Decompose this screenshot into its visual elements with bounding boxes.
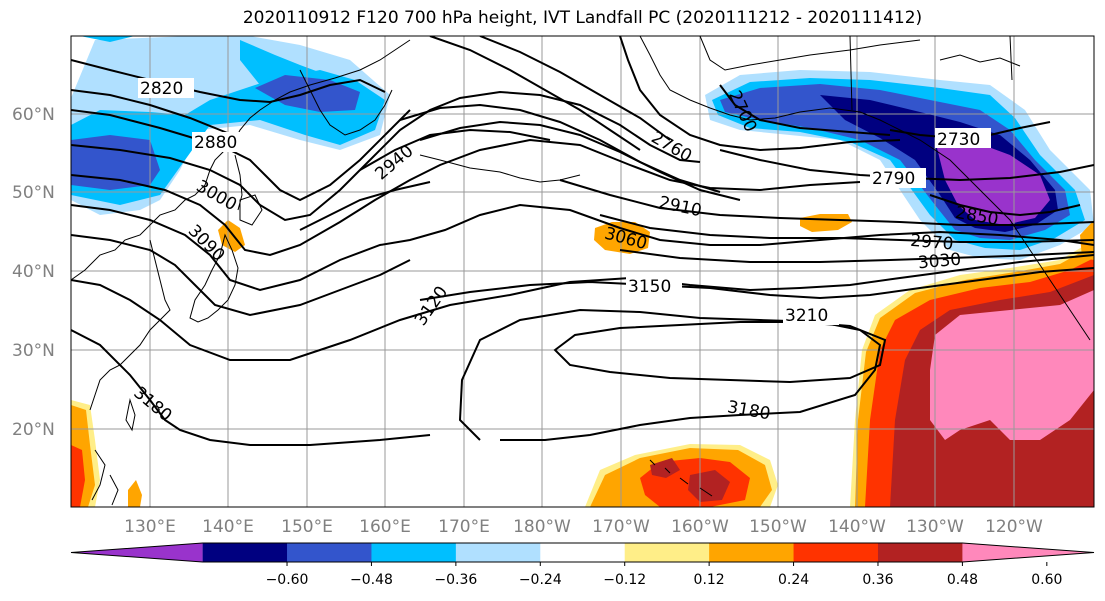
anomaly-fill-darkred-hawaii — [688, 470, 730, 502]
contour-3150 — [419, 267, 1094, 301]
lon-label-160e: 160°E — [359, 517, 411, 537]
map-frame — [70, 35, 1095, 508]
coast-taiwan — [125, 398, 136, 432]
contour-label-2730: 2730 — [937, 130, 980, 150]
lon-label-160w: 160°W — [671, 517, 729, 537]
colorbar-tick-label-9: 0.60 — [1031, 572, 1062, 588]
coastlines — [71, 36, 1091, 506]
contour-extra-5 — [359, 128, 551, 171]
lat-label-20n: 20°N — [12, 420, 55, 440]
lon-label-130w: 130°W — [906, 517, 964, 537]
contour-label-2820: 2820 — [140, 79, 183, 99]
coast-japan — [189, 233, 239, 323]
latitude-labels: 60°N 50°N 40°N 30°N 20°N — [12, 105, 55, 440]
colorbar-swatch-8 — [793, 543, 879, 562]
contour-label-3210: 3210 — [785, 306, 828, 326]
anomaly-fill-royal-northwest — [71, 135, 160, 190]
contour-2820 — [71, 59, 386, 104]
contour-2880 — [71, 109, 411, 202]
anomaly-fill-red-southwest — [71, 445, 85, 507]
coast-philippines — [91, 449, 119, 506]
lon-label-130e: 130°E — [124, 517, 176, 537]
anomaly-fill-cyan-top-mid — [240, 40, 335, 90]
contour-3030 — [619, 249, 1094, 263]
contour-extra-6 — [299, 181, 431, 231]
coast-hokkaido — [239, 194, 263, 226]
colorbar-tick-label-2: −0.36 — [434, 572, 477, 588]
colorbar-tick-label-3: −0.24 — [519, 572, 562, 588]
colorbar: −0.60 −0.48 −0.36 −0.24 −0.12 0.12 0.24 0.36 0.4… — [70, 542, 1095, 588]
coast-asia — [71, 39, 411, 281]
lat-label-30n: 30°N — [12, 341, 55, 361]
coast-hawaii — [649, 459, 713, 497]
coast-canada — [849, 36, 1021, 111]
anomaly-fill-orange-bottomleft-2 — [128, 480, 142, 507]
lon-label-120w: 120°W — [985, 517, 1043, 537]
colorbar-swatch-2 — [287, 543, 372, 562]
colorbar-tick-label-6: 0.24 — [778, 572, 809, 588]
coast-korea — [89, 239, 171, 411]
coast-kamchatka — [299, 69, 393, 136]
coast-alaska-interior — [699, 36, 921, 71]
contour-extra-1 — [429, 36, 641, 151]
colorbar-tick-label-1: −0.48 — [350, 572, 393, 588]
height-contours — [71, 36, 1094, 446]
lat-label-40n: 40°N — [12, 262, 55, 282]
contour-2850 — [929, 194, 1081, 217]
colorbar-swatch-7 — [709, 543, 795, 562]
contour-label-2880: 2880 — [194, 133, 237, 153]
contour-3120 — [71, 254, 1094, 361]
map-layers: 2820 2880 2940 3000 3090 3120 3180 2700 … — [71, 36, 1094, 507]
colorbar-tick-label-7: 0.36 — [862, 572, 893, 588]
anomaly-fill-cyan-top — [80, 36, 135, 42]
lon-label-170w: 170°W — [592, 517, 650, 537]
colorbar-swatch-9 — [877, 543, 963, 562]
anomaly-fill-purple-northeast — [935, 140, 1050, 225]
contour-label-2790: 2790 — [872, 169, 915, 189]
contour-3210 — [553, 321, 887, 384]
lon-label-150w: 150°W — [749, 517, 807, 537]
lon-label-140e: 140°E — [202, 517, 254, 537]
colorbar-swatch-6 — [624, 543, 710, 562]
colorbar-outline — [70, 542, 1095, 563]
longitude-labels: 130°E 140°E 150°E 160°E 170°E 180°W 170°… — [124, 517, 1043, 537]
colorbar-swatch-4 — [455, 543, 541, 562]
contour-3060 — [71, 203, 1094, 292]
contour-label-3030: 3030 — [917, 250, 962, 274]
colorbar-swatch-10 — [962, 543, 1094, 562]
colorbar-tick-label-8: 0.48 — [947, 572, 978, 588]
contour-extra-4 — [419, 120, 741, 201]
contour-2760 — [619, 36, 901, 152]
anomaly-fill-orange-japan — [218, 220, 245, 252]
lon-label-170e: 170°E — [438, 517, 490, 537]
contour-2940 — [71, 90, 701, 222]
lon-label-150e: 150°E — [281, 517, 333, 537]
map-title: 2020110912 F120 700 hPa height, IVT Land… — [242, 8, 923, 28]
colorbar-tick-label-4: −0.12 — [603, 572, 646, 588]
colorbar-swatch-5 — [540, 543, 626, 562]
colorbar-swatch-3 — [371, 543, 457, 562]
lat-label-60n: 60°N — [12, 105, 55, 125]
colorbar-swatch-0 — [71, 543, 203, 562]
contour-label-2970: 2970 — [909, 231, 954, 255]
lat-label-50n: 50°N — [12, 183, 55, 203]
lon-label-180w: 180°W — [513, 517, 571, 537]
colorbar-tick-label-0: −0.60 — [266, 572, 309, 588]
contour-2700 — [719, 84, 891, 136]
contour-2910 — [559, 179, 1094, 226]
contour-3090 — [71, 234, 411, 317]
colorbar-tick-label-5: 0.12 — [694, 572, 725, 588]
anomaly-fill-pink-eastpacific — [930, 290, 1094, 440]
anomaly-fill-orange-midpacific — [594, 222, 650, 254]
contour-2970 — [599, 214, 1094, 243]
contour-label-3150: 3150 — [628, 277, 671, 297]
lon-label-140w: 140°W — [828, 517, 886, 537]
coast-aleutians — [419, 154, 581, 183]
contour-extra-2 — [479, 36, 671, 141]
coast-alaska — [639, 36, 1091, 341]
colorbar-swatch-1 — [202, 543, 288, 562]
contour-inner-northwest — [71, 89, 246, 141]
